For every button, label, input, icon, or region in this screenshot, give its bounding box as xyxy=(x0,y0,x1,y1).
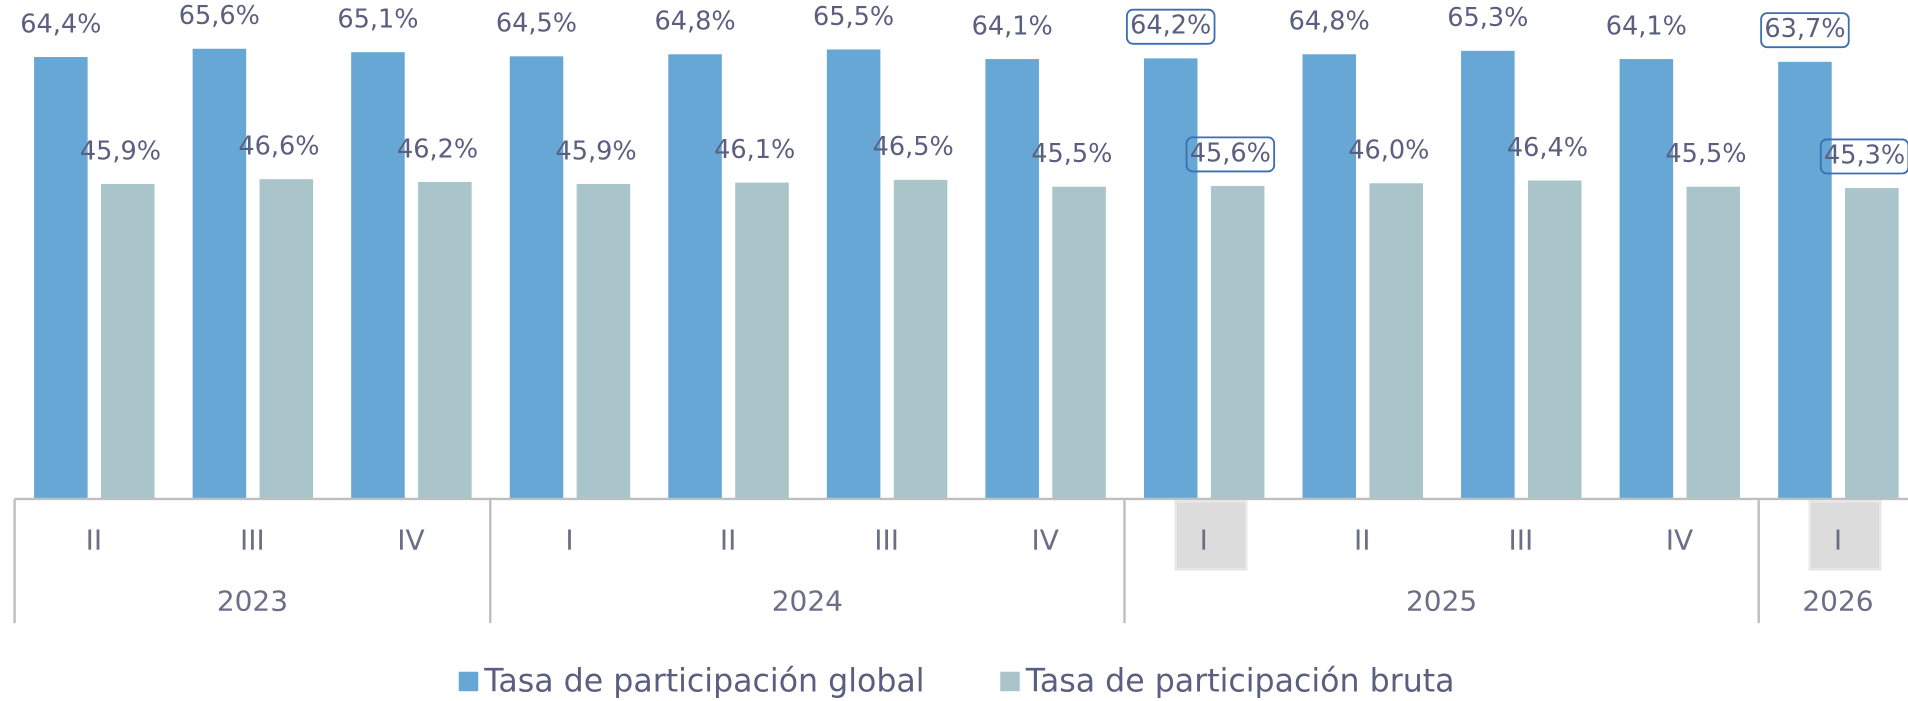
legend-swatch xyxy=(458,671,479,692)
bar xyxy=(100,183,155,499)
value-label: 64,5% xyxy=(496,9,577,39)
value-label-box xyxy=(1125,8,1216,45)
value-label: 46,0% xyxy=(1348,136,1429,166)
bar xyxy=(985,59,1039,499)
bar xyxy=(509,56,564,499)
bar xyxy=(1619,59,1674,499)
bar xyxy=(826,49,881,499)
year-label: 2024 xyxy=(772,584,843,617)
value-label-box xyxy=(1760,12,1850,49)
value-label: 64,1% xyxy=(972,11,1053,41)
x-tick-label: II xyxy=(720,524,737,557)
value-label: 65,1% xyxy=(337,5,418,35)
value-label: 64,2% xyxy=(1130,11,1211,41)
value-label: 46,2% xyxy=(397,134,478,164)
year-label: 2023 xyxy=(217,584,288,617)
bar xyxy=(192,48,247,499)
bar xyxy=(259,179,314,499)
value-label: 45,9% xyxy=(556,136,637,166)
x-tick-label: I xyxy=(1200,524,1208,557)
year-label: 2025 xyxy=(1406,584,1477,617)
value-label: 45,5% xyxy=(1031,139,1112,169)
bar xyxy=(1302,54,1357,499)
value-label: 46,1% xyxy=(714,135,795,165)
value-label: 65,6% xyxy=(179,1,260,31)
bar xyxy=(351,52,405,499)
legend-swatch xyxy=(1000,671,1020,692)
x-tick-label: IV xyxy=(397,524,424,557)
bar xyxy=(1461,50,1515,499)
bar xyxy=(1778,61,1832,499)
value-label-box xyxy=(1819,138,1908,175)
value-label: 46,6% xyxy=(238,132,319,162)
bar xyxy=(1369,183,1423,499)
value-label: 64,4% xyxy=(20,9,101,39)
x-tick-label: III xyxy=(1508,524,1533,557)
bar xyxy=(1052,186,1106,499)
legend-label: Tasa de participación bruta xyxy=(1025,664,1455,700)
value-label: 63,7% xyxy=(1764,14,1845,44)
bar xyxy=(1686,186,1741,499)
value-label: 46,5% xyxy=(873,132,954,162)
legend-label: Tasa de participación global xyxy=(483,664,924,700)
x-tick-label: IV xyxy=(1032,524,1059,557)
value-label: 64,8% xyxy=(1289,7,1370,37)
value-label: 46,4% xyxy=(1507,133,1588,163)
bar xyxy=(1527,180,1582,499)
value-label: 45,3% xyxy=(1824,140,1905,170)
bar xyxy=(34,57,88,499)
bar xyxy=(735,182,789,499)
x-tick-label: I xyxy=(565,524,573,557)
category-highlight xyxy=(1174,500,1248,571)
bar xyxy=(576,183,631,499)
value-label: 45,9% xyxy=(80,136,161,166)
value-label-box xyxy=(1185,136,1276,173)
x-tick-label: IV xyxy=(1666,524,1693,557)
value-label: 45,5% xyxy=(1665,139,1746,169)
year-label: 2026 xyxy=(1802,584,1873,617)
bar xyxy=(1210,186,1265,499)
bar xyxy=(1845,188,1899,499)
x-tick-label: II xyxy=(1354,524,1371,557)
bar xyxy=(668,54,722,499)
x-tick-label: III xyxy=(240,524,265,557)
category-highlight xyxy=(1808,500,1882,571)
bar xyxy=(418,181,472,499)
value-label: 64,8% xyxy=(654,7,735,37)
x-tick-label: I xyxy=(1834,524,1842,557)
value-label: 64,1% xyxy=(1606,11,1687,41)
value-label: 65,3% xyxy=(1447,3,1528,33)
x-tick-label: II xyxy=(86,524,103,557)
bar xyxy=(1143,58,1198,499)
x-tick-label: III xyxy=(874,524,899,557)
bar xyxy=(893,179,948,499)
value-label: 65,5% xyxy=(813,2,894,32)
value-label: 45,6% xyxy=(1190,138,1271,168)
